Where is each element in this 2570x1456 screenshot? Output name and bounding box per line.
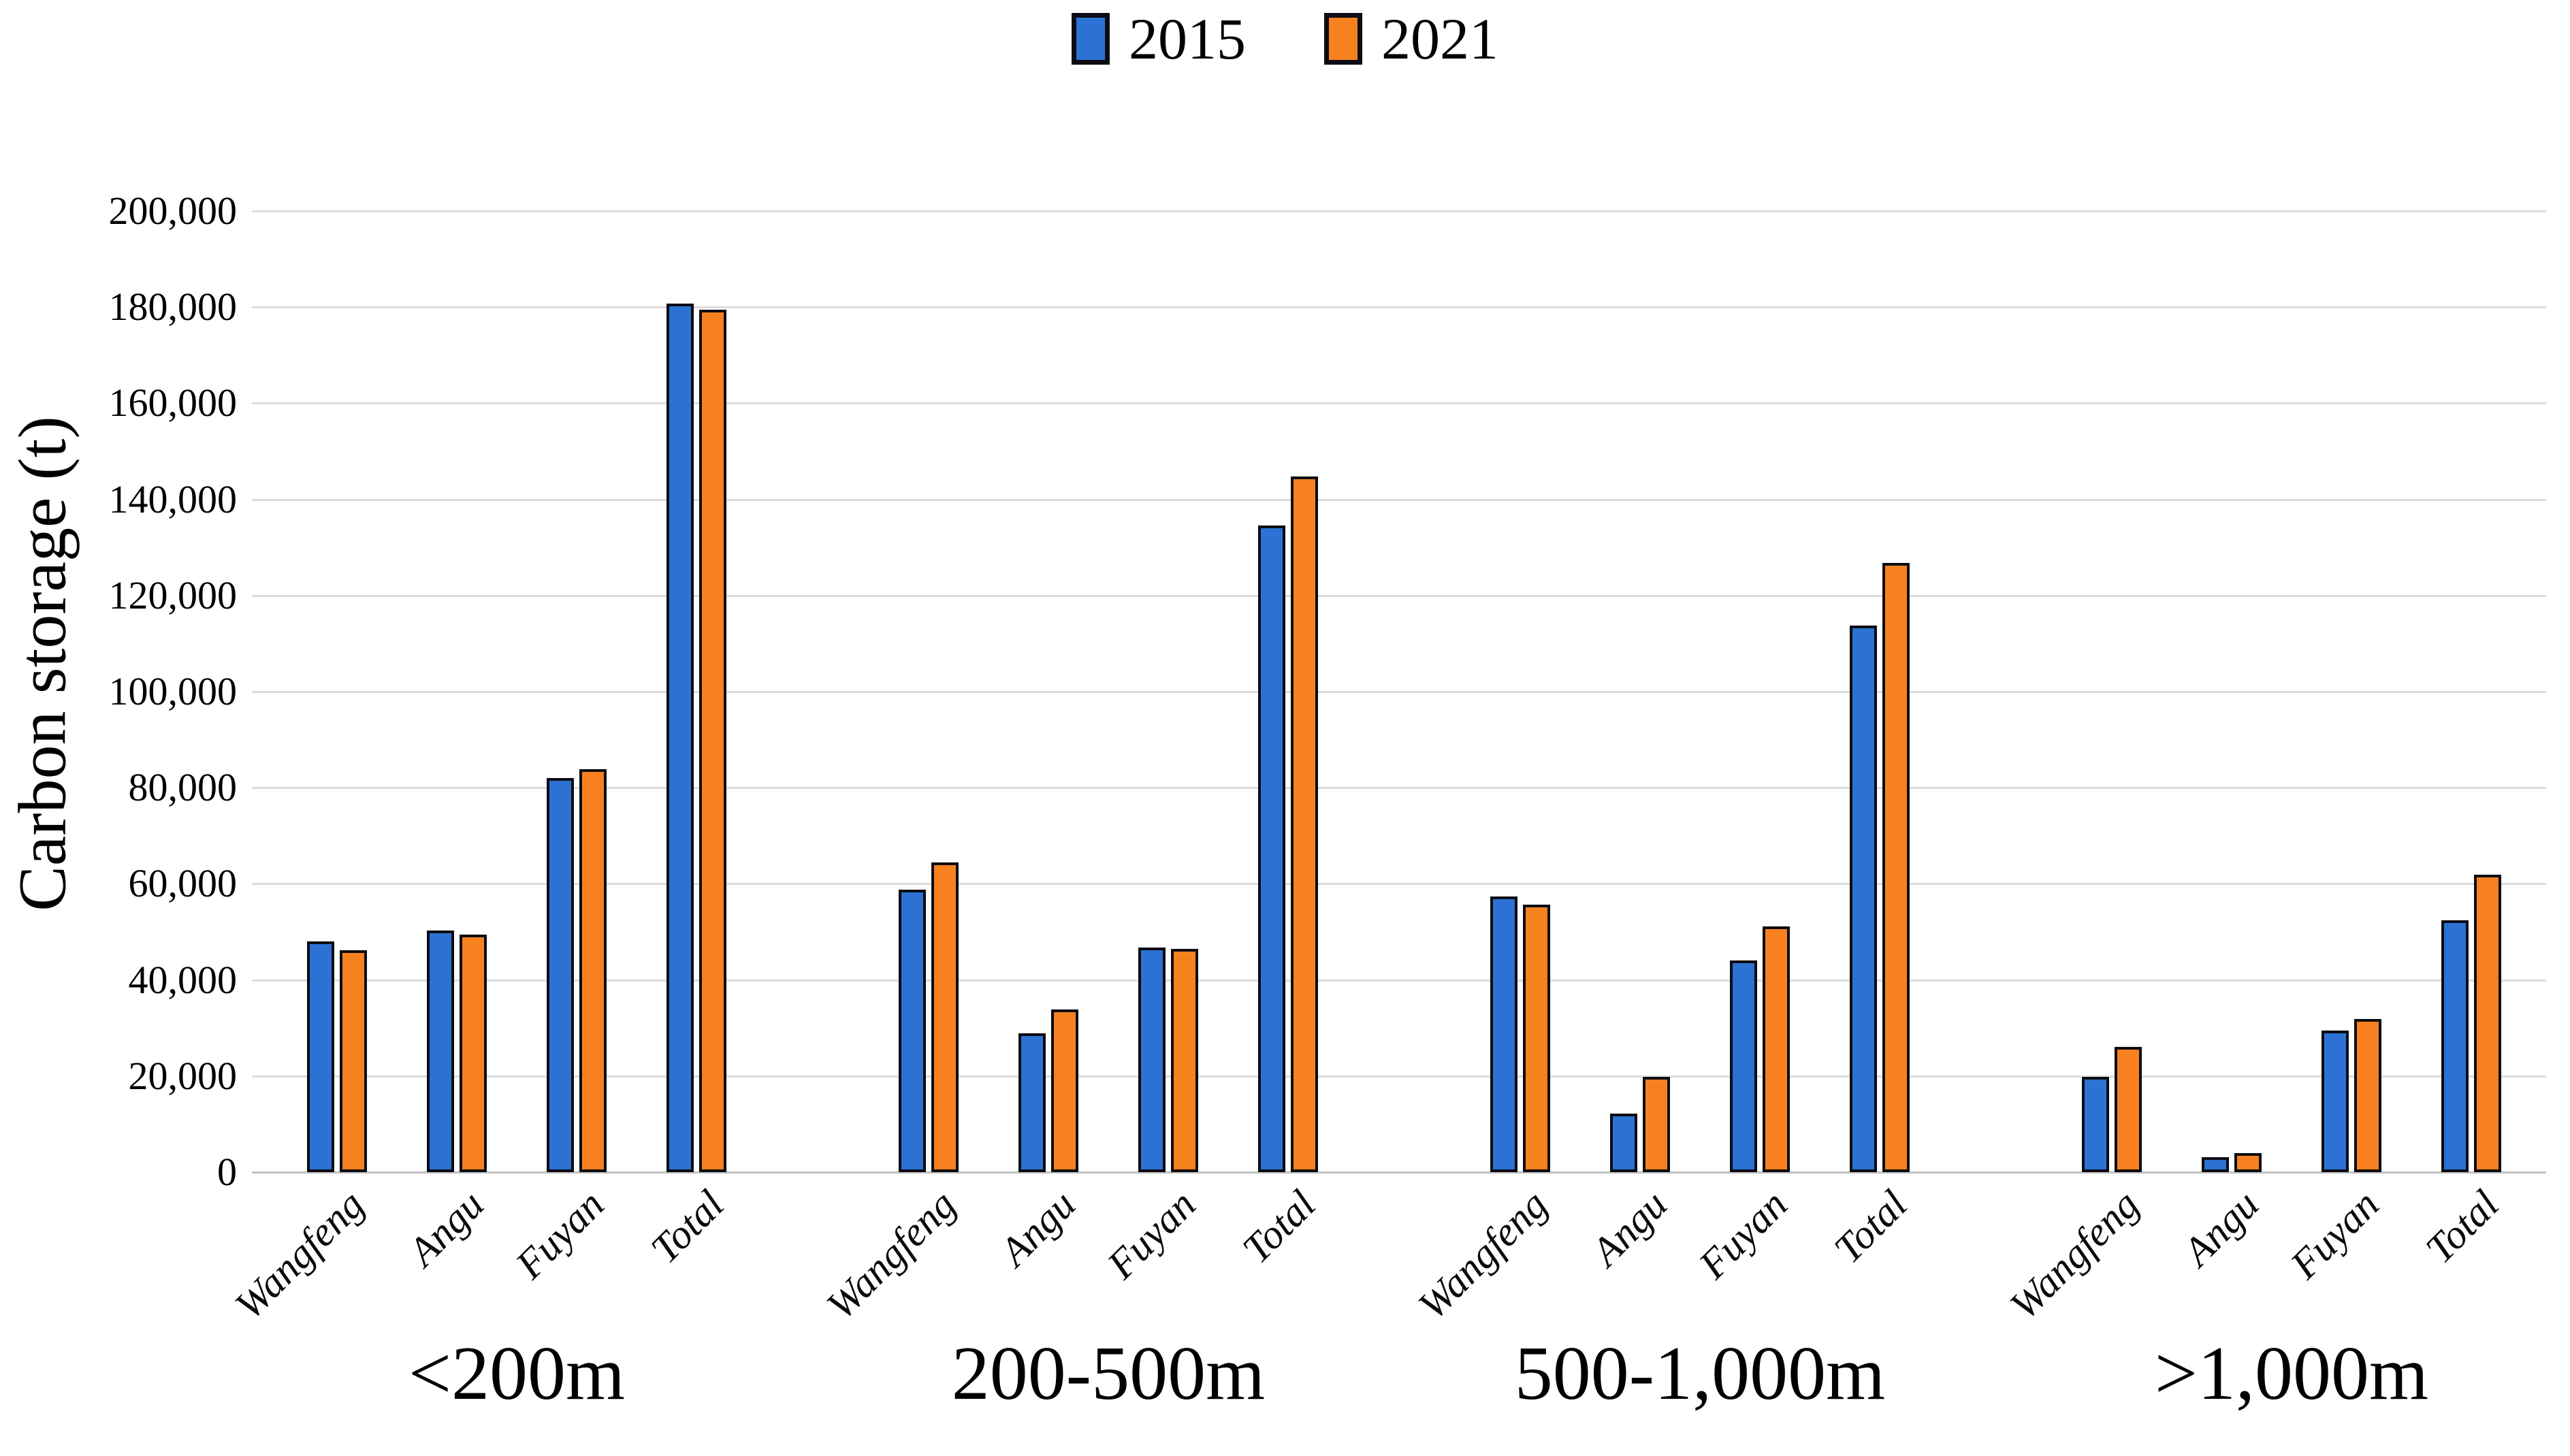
gridline xyxy=(252,979,2546,982)
legend-label-2021: 2021 xyxy=(1381,6,1498,71)
gridline xyxy=(252,883,2546,886)
bar-2021-200-500m-Fuyan xyxy=(1171,949,1198,1172)
bar-2021->1,000m-Angu xyxy=(2234,1153,2262,1172)
category-label-total: Total xyxy=(1825,1181,1916,1272)
group-label-3: 500-1,000m xyxy=(1514,1331,1886,1416)
bar-2015->1,000m-Wangfeng xyxy=(2082,1077,2109,1172)
legend-label-2015: 2015 xyxy=(1129,6,1246,71)
group-label-1: <200m xyxy=(408,1331,626,1416)
category-label-wangfeng: Wangfeng xyxy=(2001,1181,2148,1328)
bar-2015->1,000m-Total xyxy=(2441,920,2469,1172)
y-tick-label: 60,000 xyxy=(128,861,238,906)
group-label-4: >1,000m xyxy=(2154,1331,2429,1416)
category-label-angu: Angu xyxy=(400,1181,493,1275)
bar-2021-500-1,000m-Angu xyxy=(1643,1077,1670,1172)
category-label-fuyan: Fuyan xyxy=(2281,1181,2388,1287)
legend-item-2021: 2021 xyxy=(1324,10,1498,68)
y-tick-label: 100,000 xyxy=(108,669,238,713)
bar-2015-<200m-Angu xyxy=(427,931,454,1172)
category-label-wangfeng: Wangfeng xyxy=(818,1181,965,1328)
gridline xyxy=(252,402,2546,405)
bar-2021->1,000m-Total xyxy=(2474,875,2501,1172)
group-label-2: 200-500m xyxy=(951,1331,1266,1416)
legend-swatch-2015-icon xyxy=(1072,13,1110,65)
category-label-wangfeng: Wangfeng xyxy=(1409,1181,1556,1328)
plot-area xyxy=(252,210,2546,1174)
y-tick-label: 140,000 xyxy=(108,476,238,521)
y-tick-label: 0 xyxy=(217,1150,237,1194)
bar-2021->1,000m-Fuyan xyxy=(2354,1019,2381,1172)
gridline xyxy=(252,594,2546,597)
legend: 2015 2021 xyxy=(0,10,2570,68)
y-tick-label: 160,000 xyxy=(108,381,238,425)
bar-2015->1,000m-Fuyan xyxy=(2322,1031,2349,1172)
category-label-total: Total xyxy=(2417,1181,2507,1272)
x-axis-baseline xyxy=(252,1171,2546,1174)
gridline xyxy=(252,210,2546,212)
category-label-fuyan: Fuyan xyxy=(1690,1181,1796,1287)
legend-swatch-2021-icon xyxy=(1324,13,1362,65)
y-tick-label: 120,000 xyxy=(108,572,238,617)
bar-2015-200-500m-Fuyan xyxy=(1138,948,1166,1172)
bar-2021-200-500m-Wangfeng xyxy=(931,862,959,1172)
bar-2015-<200m-Wangfeng xyxy=(307,941,334,1172)
category-label-fuyan: Fuyan xyxy=(507,1181,613,1287)
gridline xyxy=(252,787,2546,790)
bar-2015-500-1,000m-Wangfeng xyxy=(1490,896,1517,1172)
bar-2021-200-500m-Total xyxy=(1291,476,1318,1172)
bar-2015-500-1,000m-Fuyan xyxy=(1730,960,1757,1172)
bar-2021-<200m-Fuyan xyxy=(579,769,607,1172)
bar-2015-<200m-Total xyxy=(666,304,694,1172)
bar-2021-500-1,000m-Total xyxy=(1882,563,1910,1172)
bar-2021-<200m-Total xyxy=(699,310,726,1172)
y-tick-label: 80,000 xyxy=(128,765,238,810)
category-label-angu: Angu xyxy=(1583,1181,1676,1275)
bar-2021-200-500m-Angu xyxy=(1051,1009,1078,1172)
gridline xyxy=(252,306,2546,309)
bar-2021-500-1,000m-Fuyan xyxy=(1763,926,1790,1172)
bar-2015->1,000m-Angu xyxy=(2202,1157,2229,1172)
category-label-angu: Angu xyxy=(2174,1181,2268,1275)
gridline xyxy=(252,691,2546,693)
bar-2015-<200m-Fuyan xyxy=(547,778,574,1172)
bar-2015-200-500m-Wangfeng xyxy=(899,890,926,1172)
bar-2021-500-1,000m-Wangfeng xyxy=(1523,905,1550,1172)
bar-2015-500-1,000m-Total xyxy=(1850,626,1877,1172)
y-tick-label: 200,000 xyxy=(108,189,238,233)
category-label-wangfeng: Wangfeng xyxy=(226,1181,373,1328)
gridline xyxy=(252,1075,2546,1078)
gridline xyxy=(252,498,2546,501)
y-tick-label: 20,000 xyxy=(128,1053,238,1098)
category-label-total: Total xyxy=(642,1181,733,1272)
bar-2021-<200m-Wangfeng xyxy=(340,950,367,1172)
y-tick-label: 180,000 xyxy=(108,285,238,329)
bar-2015-200-500m-Total xyxy=(1258,525,1285,1172)
bar-2015-500-1,000m-Angu xyxy=(1610,1114,1637,1172)
legend-item-2015: 2015 xyxy=(1072,10,1246,68)
category-label-angu: Angu xyxy=(991,1181,1085,1275)
category-label-fuyan: Fuyan xyxy=(1098,1181,1204,1287)
bar-2021->1,000m-Wangfeng xyxy=(2115,1047,2142,1172)
bar-2021-<200m-Angu xyxy=(460,935,487,1172)
y-tick-label: 40,000 xyxy=(128,957,238,1002)
bar-2015-200-500m-Angu xyxy=(1018,1033,1046,1172)
category-label-total: Total xyxy=(1234,1181,1324,1272)
